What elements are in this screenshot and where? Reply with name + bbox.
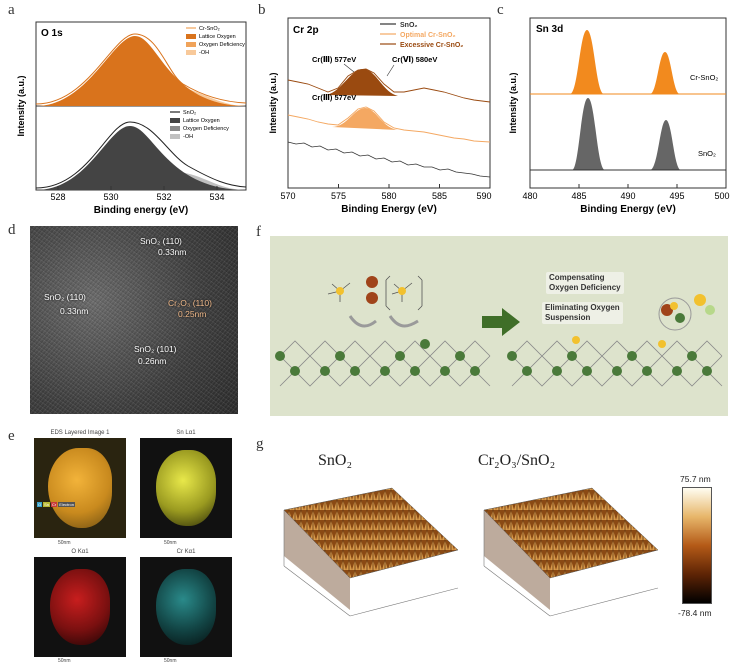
cr2p-sno2-line bbox=[287, 141, 491, 178]
cr2p-xtick: 575 bbox=[331, 191, 346, 201]
mechanism-label-eliminating: Eliminating Oxygen Suspension bbox=[542, 302, 623, 324]
panel-letter-e: e bbox=[8, 428, 15, 444]
cr2p-excessive-line bbox=[287, 68, 491, 103]
cr2p-xtick: 590 bbox=[476, 191, 491, 201]
o1s-legend-top: Oxygen Deficiency bbox=[199, 42, 245, 48]
eds-title: EDS Layered Image 1 bbox=[50, 430, 110, 436]
o1s-legend-bottom: SnO₂ bbox=[183, 110, 196, 116]
panel-letter-a: a bbox=[8, 2, 15, 18]
sn3d-xtick: 490 bbox=[620, 191, 635, 201]
afm-label-right: Cr₂O₃/SnO₂ bbox=[478, 452, 556, 469]
sn3d-label-bottom: SnO₂ bbox=[698, 149, 716, 158]
o1s-xlabel: Binding energy (eV) bbox=[94, 205, 188, 216]
o1s-ylabel: Intensity (a.u.) bbox=[16, 75, 26, 136]
sn3d-xtick: 480 bbox=[522, 191, 537, 201]
o1s-legend-bottom: Oxygen Deficiency bbox=[183, 126, 229, 132]
afm-label-left: SnO₂ bbox=[318, 452, 353, 469]
cr2p-xlabel: Binding Energy (eV) bbox=[341, 204, 437, 215]
eds-scale: 50nm bbox=[164, 540, 177, 546]
cr2p-excessive-peak bbox=[324, 69, 398, 96]
tem-label: SnO₂ (110) bbox=[140, 236, 182, 246]
hrtem-image: SnO₂ (110) 0.33nm SnO₂ (110) 0.33nm Cr₂O… bbox=[30, 226, 238, 414]
xps-o1s-chart: 528 530 532 534 Binding energy (eV) Inte… bbox=[16, 21, 247, 216]
colorbar-min-label: -78.4 nm bbox=[678, 608, 712, 618]
sn3d-bot-peak2 bbox=[605, 120, 726, 170]
sn3d-xtick: 485 bbox=[571, 191, 586, 201]
height-colorbar bbox=[682, 487, 712, 604]
afm-surface-sno2 bbox=[283, 487, 459, 617]
o1s-bot-envelope bbox=[35, 121, 247, 189]
cr2p-xtick: 585 bbox=[432, 191, 447, 201]
eds-title: O Kα1 bbox=[71, 549, 89, 555]
afm-images bbox=[283, 487, 659, 617]
mechanism-label-compensating: Compensating Oxygen Deficiency bbox=[546, 272, 624, 294]
eds-chip: Electron bbox=[58, 502, 75, 507]
panel-letter-c: c bbox=[497, 2, 504, 18]
cr2p-legend: SnO₂ bbox=[400, 22, 418, 29]
tem-label: 0.33nm bbox=[158, 247, 187, 257]
tem-label: Cr₂O₃ (110) bbox=[168, 298, 212, 308]
sn3d-top-peak1 bbox=[530, 30, 604, 94]
eds-scale: 50nm bbox=[58, 540, 71, 546]
panel-letter-f: f bbox=[256, 224, 261, 240]
cr2p-title: Cr 2p bbox=[293, 25, 319, 36]
o1s-legend-top: Cr-SnO₂ bbox=[199, 26, 220, 32]
o1s-xtick: 534 bbox=[209, 192, 224, 202]
sn3d-xtick: 495 bbox=[669, 191, 684, 201]
cr2p-annotation: Cr(Ⅲ) 577eV bbox=[312, 93, 356, 102]
eds-chip: O bbox=[37, 502, 43, 507]
cr2p-xtick: 570 bbox=[280, 191, 295, 201]
eds-chip: Cr bbox=[51, 502, 58, 507]
sn3d-label-top: Cr-SnO₂ bbox=[690, 73, 718, 82]
o1s-top-lattice-peak bbox=[36, 36, 246, 106]
tem-label: SnO₂ (101) bbox=[134, 344, 177, 354]
reaction-arrow bbox=[482, 308, 520, 336]
sn3d-xtick: 500 bbox=[714, 191, 729, 201]
eds-sn-map bbox=[140, 438, 232, 538]
panel-letter-d: d bbox=[8, 222, 16, 238]
sn3d-title: Sn 3d bbox=[536, 24, 563, 35]
tem-label: 0.26nm bbox=[138, 356, 167, 366]
cr2p-annotation: Cr(Ⅵ) 580eV bbox=[392, 55, 437, 64]
tem-label: SnO₂ (110) bbox=[44, 292, 86, 302]
eds-layered-image: O Sn Cr Electron bbox=[34, 438, 126, 538]
eds-o-map bbox=[34, 557, 126, 657]
cr2p-legend: Optimal Cr-SnO₂ bbox=[400, 32, 456, 39]
cr2p-xtick: 580 bbox=[381, 191, 396, 201]
o1s-legend-top: Lattice Oxygen bbox=[199, 34, 236, 40]
sn3d-top-peak2 bbox=[604, 52, 726, 94]
mechanism-schematic: Compensating Oxygen Deficiency Eliminati… bbox=[270, 236, 728, 416]
eds-scale: 50nm bbox=[164, 658, 177, 664]
afm-surface-cr2o3-sno2 bbox=[483, 487, 659, 617]
sn3d-bot-peak1 bbox=[530, 98, 605, 170]
o1s-xtick: 528 bbox=[50, 192, 65, 202]
eds-title: Sn Lα1 bbox=[176, 430, 196, 436]
colorbar-max-label: 75.7 nm bbox=[680, 474, 711, 484]
eds-title: Cr Kα1 bbox=[176, 549, 196, 555]
eds-chip: Sn bbox=[43, 502, 51, 507]
panel-letter-g: g bbox=[256, 436, 264, 452]
o1s-legend-top: -OH bbox=[199, 50, 209, 56]
o1s-xtick: 530 bbox=[103, 192, 118, 202]
tem-label: 0.25nm bbox=[178, 309, 207, 319]
o1s-xtick: 532 bbox=[156, 192, 171, 202]
sn3d-ylabel: Intensity (a.u.) bbox=[508, 72, 518, 133]
cr2p-ylabel: Intensity (a.u.) bbox=[268, 72, 278, 133]
tem-label: 0.33nm bbox=[60, 306, 89, 316]
xps-sn3d-chart: Sn 3d Cr-SnO₂ SnO₂ 480 485 490 495 500 B… bbox=[508, 17, 730, 215]
cr2p-annotation: Cr(Ⅲ) 577eV bbox=[312, 55, 356, 64]
xps-cr2p-chart: Cr(Ⅲ) 577eV Cr(Ⅵ) 580eV Cr(Ⅲ) 577eV SnO₂… bbox=[268, 17, 492, 215]
cr2p-optimal-line bbox=[287, 106, 491, 143]
o1s-legend-bottom: -OH bbox=[183, 134, 193, 140]
sn3d-xlabel: Binding Energy (eV) bbox=[580, 204, 676, 215]
panel-letter-b: b bbox=[258, 2, 266, 18]
cr2p-legend: Excessive Cr-SnO₂ bbox=[400, 42, 463, 49]
o1s-title: O 1s bbox=[41, 28, 63, 39]
eds-scale: 50nm bbox=[58, 658, 71, 664]
cr2p-optimal-peak bbox=[332, 108, 398, 130]
eds-cr-map bbox=[140, 557, 232, 657]
o1s-top-envelope bbox=[35, 33, 247, 105]
o1s-legend-bottom: Lattice Oxygen bbox=[183, 118, 220, 124]
o1s-bot-lattice-peak bbox=[36, 126, 246, 190]
